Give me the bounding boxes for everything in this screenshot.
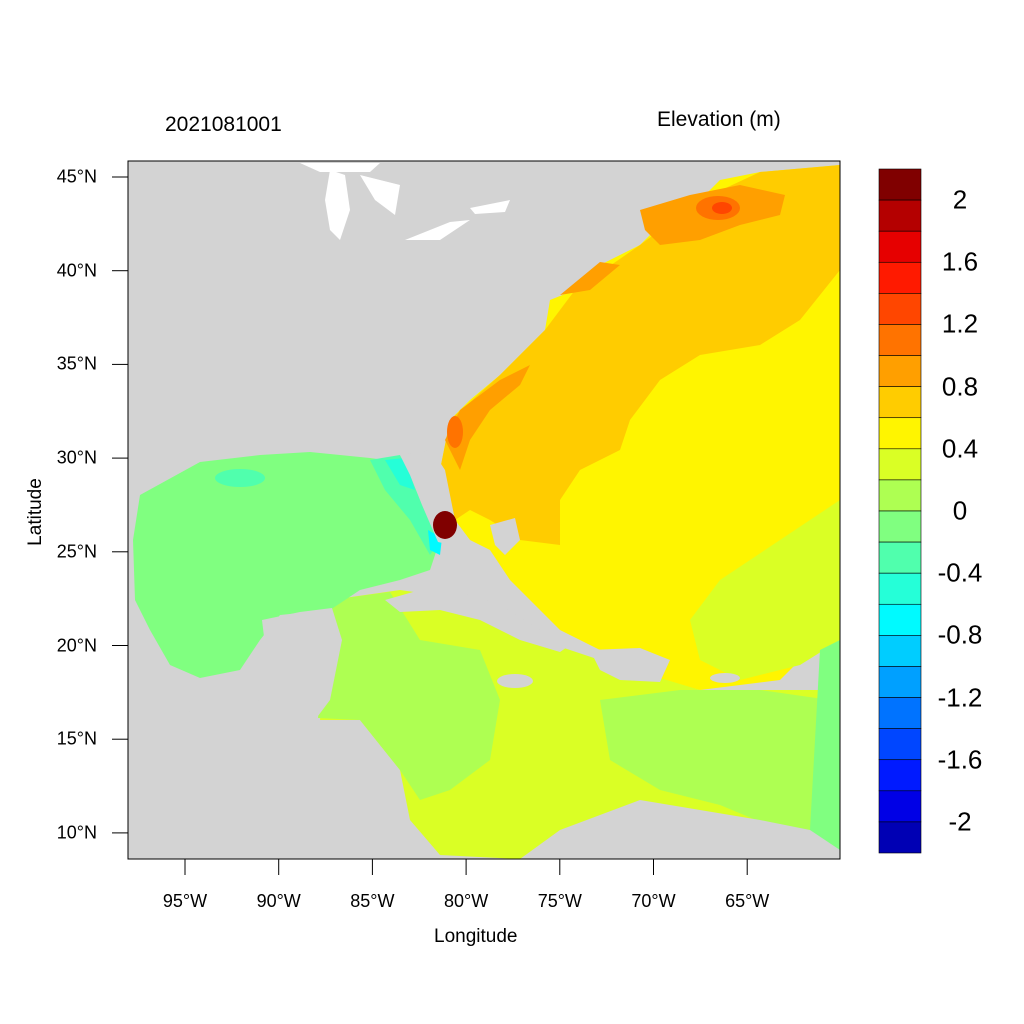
colorbar-box — [878, 355, 922, 387]
colorbar-box — [878, 386, 922, 419]
y-tick-label: 10°N — [56, 822, 97, 843]
colorbar — [878, 168, 922, 854]
colorbar-label: 1.2 — [941, 308, 979, 339]
colorbar-label: -0.8 — [937, 619, 983, 650]
date-title: 2021081001 — [165, 113, 282, 136]
y-tick-label: 35°N — [56, 353, 97, 374]
colorbar-box — [878, 666, 922, 698]
colorbar-box — [878, 541, 922, 574]
x-axis-label: Longitude — [434, 926, 518, 947]
colorbar-box — [878, 168, 922, 201]
eastern-caribbean-0.0 — [600, 690, 840, 859]
hispaniola — [590, 648, 670, 682]
gulf-region-minus-0.4b — [215, 469, 265, 487]
bahamas — [490, 518, 520, 555]
colorbar-label: -2 — [948, 806, 972, 837]
atlantic-region-0.2 — [690, 500, 840, 680]
colorbar-box — [878, 510, 922, 543]
y-tick-label: 25°N — [56, 541, 97, 562]
georgia-coast-1.0 — [445, 365, 530, 470]
colorbar-label: 0 — [952, 495, 968, 526]
y-tick-label: 45°N — [56, 166, 97, 187]
western-caribbean-0.0 — [318, 592, 500, 800]
colorbar-box — [878, 448, 922, 481]
colorbar-label: -1.2 — [937, 682, 983, 713]
atlantic-region-0.8 — [440, 165, 840, 545]
colorbar-box — [878, 821, 922, 854]
colorbar-label: 0.4 — [941, 433, 979, 464]
y-tick-label: 30°N — [56, 447, 97, 468]
colorbar-box — [878, 417, 922, 450]
colorbar-box — [878, 199, 922, 232]
y-tick-label: 20°N — [56, 635, 97, 655]
x-tick-label: 75°W — [537, 891, 582, 911]
colorbar-box — [878, 728, 922, 761]
gulf-region-minus-0.4 — [370, 455, 440, 555]
colorbar-box — [878, 759, 922, 792]
lake-michigan — [325, 170, 350, 240]
colorbar-label: 1.6 — [941, 246, 979, 277]
x-tick-label: 80°W — [443, 891, 489, 911]
mexico-coast — [128, 600, 265, 720]
cuba — [385, 590, 570, 652]
x-tick-label: 65°W — [725, 891, 770, 911]
colorbar-box — [878, 603, 922, 636]
colorbar-box — [878, 479, 922, 512]
x-tick-label: 95°W — [162, 891, 208, 911]
variable-title: Elevation (m) — [657, 108, 781, 131]
colorbar-box — [878, 261, 922, 294]
lake-erie — [405, 220, 470, 240]
x-tick-label: 70°W — [631, 891, 676, 911]
jamaica — [497, 674, 533, 688]
colorbar-label: 0.8 — [941, 371, 979, 402]
colorbar-box — [878, 230, 922, 263]
lake-superior — [300, 163, 380, 172]
lake-huron — [360, 175, 400, 215]
nj-coast-1.0 — [560, 262, 620, 295]
colorbar-label: -0.4 — [937, 557, 983, 588]
puerto-rico — [710, 673, 740, 683]
plot-frame — [127, 160, 841, 860]
colorbar-box — [878, 572, 922, 605]
yucatan — [262, 608, 342, 720]
east-edge-minus-0.2 — [810, 640, 840, 859]
colorbar-box — [878, 697, 922, 729]
y-axis-label: Latitude — [25, 478, 46, 546]
colorbar-box — [878, 293, 922, 325]
colorbar-box — [878, 324, 922, 356]
colorbar-label: -1.6 — [937, 744, 983, 775]
x-tick-label: 85°W — [350, 891, 395, 911]
gulf-of-maine-core — [712, 202, 732, 214]
lake-ontario — [470, 200, 510, 214]
y-tick-label: 15°N — [56, 728, 97, 749]
colorbar-box — [878, 790, 922, 823]
y-tick-label: 40°N — [56, 260, 97, 281]
gulf-of-mexico — [133, 452, 440, 678]
x-tick-label: 90°W — [256, 891, 301, 911]
colorbar-box — [878, 635, 922, 667]
florida-surge — [433, 511, 457, 539]
south-america — [520, 800, 840, 859]
georgia-peak — [447, 416, 463, 448]
colorbar-label: 2 — [952, 184, 968, 215]
axis-ticks — [112, 176, 748, 875]
